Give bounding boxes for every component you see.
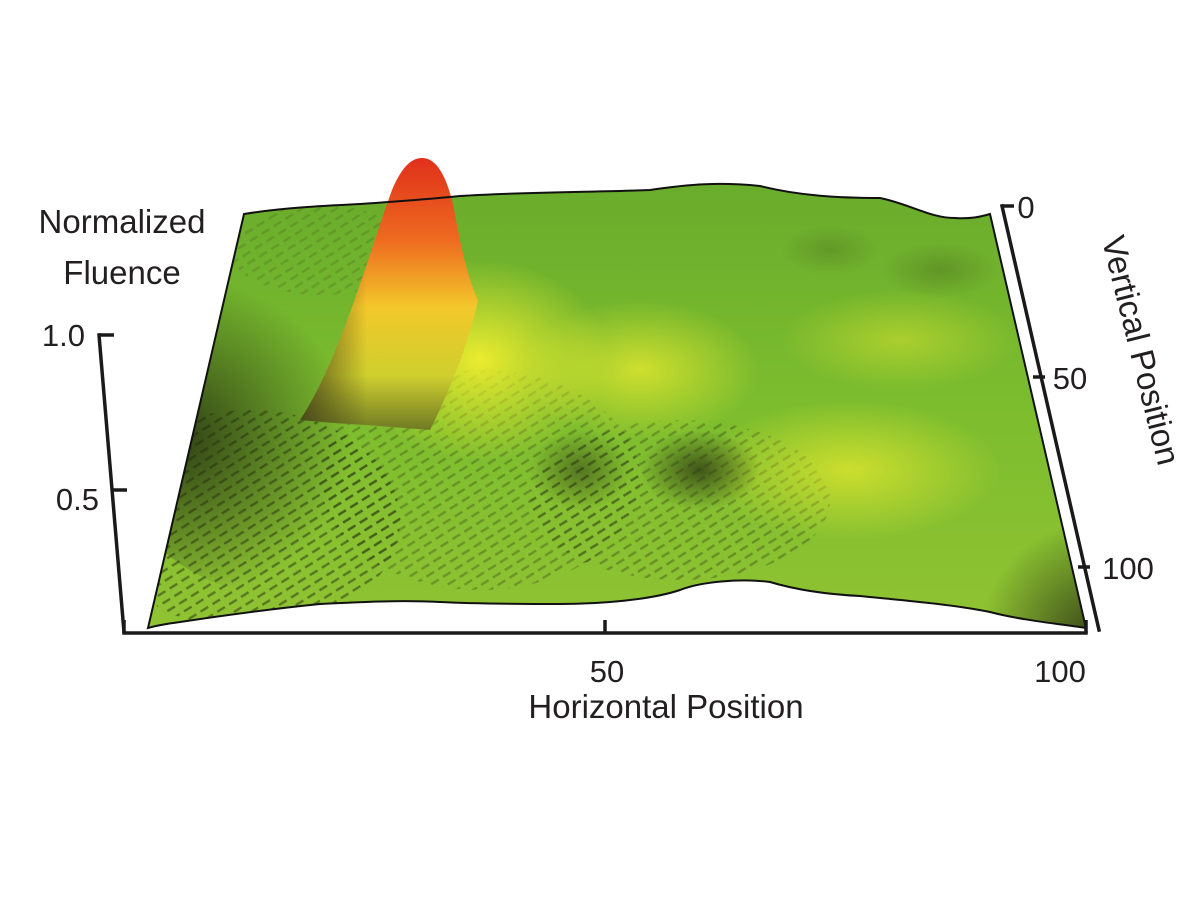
y-axis-tick-label-0: 0 xyxy=(1017,190,1034,225)
y-axis-label: Vertical Position xyxy=(1095,232,1188,469)
fluence-peak-shading xyxy=(300,158,422,430)
x-axis-tick-label-100: 100 xyxy=(1034,654,1086,689)
x-axis: 50 100 Horizontal Position xyxy=(122,620,1088,725)
surface-outline xyxy=(146,182,1088,630)
y-axis-tick-label-100: 100 xyxy=(1102,551,1154,586)
x-axis-tick-label-50: 50 xyxy=(590,654,624,689)
y-axis-tick-label-50: 50 xyxy=(1053,361,1087,396)
x-axis-label: Horizontal Position xyxy=(528,688,803,725)
z-axis: Normalized Fluence 1.0 0.5 xyxy=(39,203,206,634)
z-axis-tick-label-1.0: 1.0 xyxy=(42,318,85,353)
fluence-surface xyxy=(146,158,1088,630)
z-axis-tick-label-0.5: 0.5 xyxy=(56,482,99,517)
z-axis-line xyxy=(97,333,126,634)
y-axis-line xyxy=(999,203,1102,633)
z-axis-label-line1: Normalized xyxy=(39,203,206,240)
z-axis-label-line2: Fluence xyxy=(63,254,180,291)
